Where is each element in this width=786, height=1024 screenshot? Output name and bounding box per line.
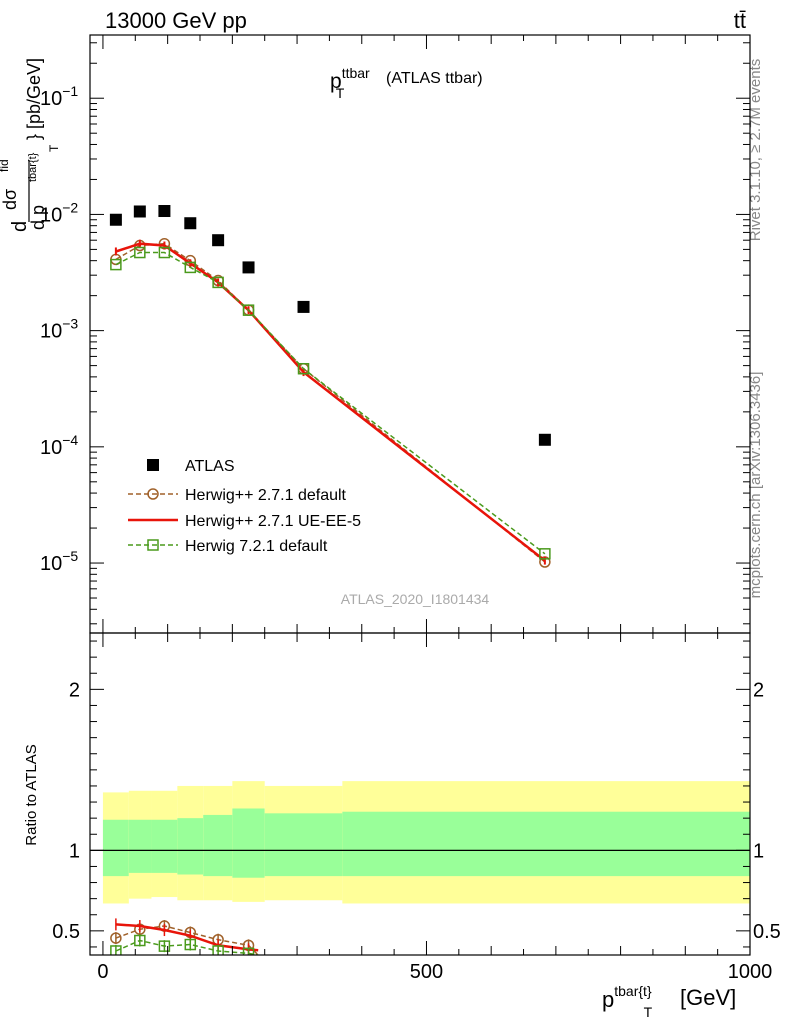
legend: ATLAS Herwig++ 2.7.1 default Herwig++ 2.…	[128, 458, 361, 555]
legend-marker-atlas	[147, 459, 159, 471]
data-point-herwig-7-2-1-default	[242, 304, 255, 316]
plot-title-rest: (ATLAS ttbar)	[386, 70, 483, 87]
header-process-label: tt̄	[734, 8, 746, 33]
ylabel-fid: fid	[0, 159, 11, 172]
data-point-herwig-7-2-1-default	[158, 246, 171, 259]
ylabel-dsigma: dσ	[0, 189, 20, 210]
main-y-tick-label: 10−4	[40, 432, 78, 459]
uncertainty-band-green	[232, 808, 265, 878]
uncertainty-band-green	[203, 814, 233, 877]
rivet-version-label: Rivet 3.1.10, ≥ 2.7M events	[747, 59, 764, 242]
ratio-y-tick-label-right: 2	[753, 679, 764, 701]
ratio-panel-frame	[89, 632, 751, 956]
main-y-tick-label: 10−2	[40, 199, 78, 226]
uncertainty-band-green	[342, 811, 750, 877]
analysis-watermark: ATLAS_2020_I1801434	[341, 591, 490, 607]
legend-label-herwigpp-ueee5: Herwig++ 2.7.1 UE-EE-5	[185, 513, 361, 530]
ratio-y-tick-label-left: 1	[69, 840, 80, 862]
data-point-atlas	[184, 217, 197, 230]
ratio-y-tick-label-left: 2	[69, 679, 80, 701]
data-point-atlas	[158, 205, 171, 218]
plot-title-sub: T	[336, 85, 345, 101]
legend-label-herwig7: Herwig 7.2.1 default	[185, 538, 328, 555]
ratio-y-axis-label: Ratio to ATLAS	[23, 744, 40, 845]
data-point-herwig-7-2-1-default	[110, 258, 122, 271]
xlabel-main: p	[602, 987, 614, 1012]
main-y-tick-label: 10−5	[40, 548, 78, 575]
x-axis-label: ptbar{t} T	[602, 983, 653, 1020]
legend-label-herwigpp-default: Herwig++ 2.7.1 default	[185, 487, 347, 504]
x-tick-label: 500	[410, 961, 443, 983]
ylabel-d: d	[9, 221, 31, 232]
uncertainty-band-green	[151, 819, 178, 873]
ratio-point-herwig-7-2-1-default	[158, 940, 171, 952]
header-energy-label: 13000 GeV pp	[105, 8, 247, 33]
uncertainty-band-green	[264, 813, 343, 877]
ratio-y-tick-label-right: 0.5	[753, 921, 781, 943]
ratio-point-herwig-7-2-1-default	[212, 945, 224, 955]
legend-marker-herwigpp-default	[147, 488, 159, 500]
plot-title-sup: ttbar	[342, 65, 370, 81]
data-point-herwig-7-2-1-default	[184, 261, 197, 274]
main-panel: 10−1 10−2 10−3 10−4 10−5 pttbar T (ATLAS ttba…	[0, 34, 751, 634]
legend-label-atlas: ATLAS	[185, 458, 235, 475]
legend-marker-herwig7	[147, 539, 159, 551]
ylabel-denominator: d p	[28, 205, 48, 230]
series-line-herwig-2-7-1-ue-ee-5	[115, 242, 546, 562]
data-point-herwig-7-2-1-default	[134, 246, 146, 259]
ratio-point-herwig-7-2-1-default	[242, 947, 255, 955]
ratio-point-herwig-7-2-1-default	[184, 938, 197, 951]
mcplots-reference-label: mcplots.cern.ch [arXiv:1306.3436]	[747, 372, 764, 599]
main-y-axis-label: d dσ fid d p tbar{t} T } [pb/GeV]	[0, 58, 61, 232]
xlabel-unit: [GeV]	[680, 985, 736, 1010]
x-tick-label: 1000	[728, 961, 773, 983]
main-y-tick-label: 10−1	[40, 83, 78, 110]
ratio-y-tick-label-right: 1	[753, 840, 764, 862]
ratio-point-herwig-7-2-1-default	[134, 934, 146, 947]
ratio-point-herwig-2-7-1-default	[110, 932, 122, 944]
plot-title: pttbar T	[330, 65, 370, 101]
ratio-panel: 0.5 0.5 1 1 2 2 0 500 1000 Ratio to ATLAS ptbar{…	[23, 632, 781, 1020]
data-point-atlas	[133, 205, 146, 218]
data-point-atlas	[212, 234, 225, 247]
ratio-y-tick-label-left: 0.5	[52, 921, 80, 943]
data-point-atlas	[297, 300, 310, 313]
ylabel-tbar: tbar{t}	[27, 152, 39, 182]
ylabel-unit: } [pb/GeV]	[24, 58, 44, 140]
plot-title-main: p	[330, 70, 342, 93]
data-point-atlas	[109, 213, 122, 226]
data-point-atlas	[242, 261, 255, 274]
uncertainty-band-green	[102, 819, 129, 877]
data-point-herwig-7-2-1-default	[539, 548, 551, 560]
uncertainty-band-green	[177, 818, 204, 875]
ratio-point-herwig-7-2-1-default	[110, 945, 122, 955]
ratio-line-herwig-2-7-1-default	[115, 925, 259, 955]
x-tick-label: 0	[97, 961, 108, 983]
series-line-herwig-7-2-1-default	[115, 251, 546, 555]
data-point-atlas	[538, 433, 551, 446]
ylabel-T: T	[47, 144, 61, 152]
main-y-tick-label: 10−3	[40, 316, 78, 343]
data-point-herwig-7-2-1-default	[212, 276, 224, 289]
uncertainty-band-green	[128, 819, 152, 873]
data-point-herwig-7-2-1-default	[297, 362, 310, 375]
xlabel-sup: tbar{t}	[614, 983, 652, 999]
xlabel-sub: T	[644, 1004, 653, 1020]
